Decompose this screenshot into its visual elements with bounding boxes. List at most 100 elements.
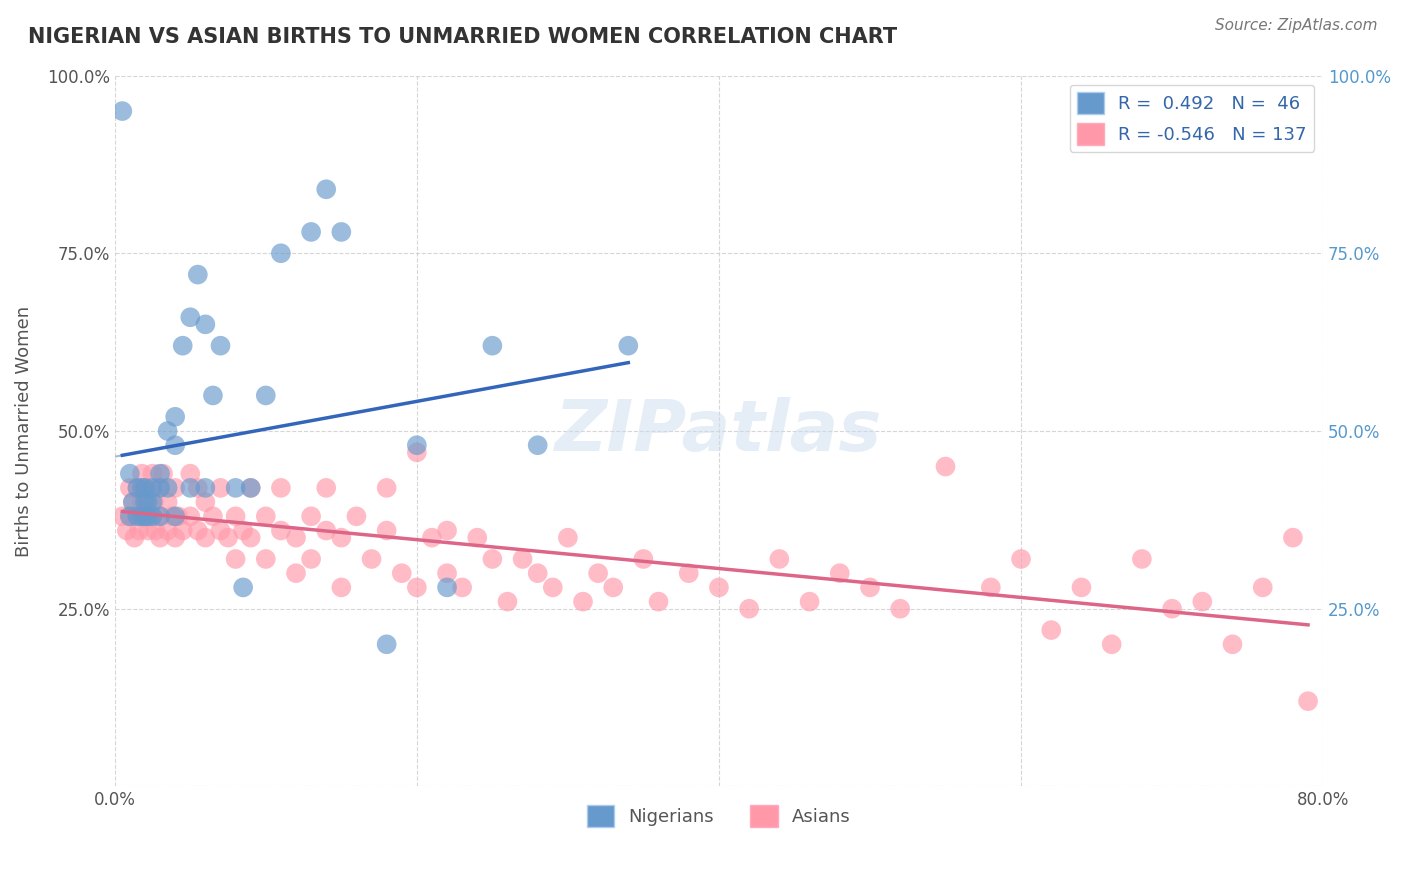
Point bbox=[980, 581, 1002, 595]
Point bbox=[149, 531, 172, 545]
Point bbox=[330, 531, 353, 545]
Point bbox=[149, 467, 172, 481]
Point bbox=[465, 531, 488, 545]
Point bbox=[149, 481, 172, 495]
Point bbox=[149, 481, 172, 495]
Point bbox=[122, 495, 145, 509]
Point bbox=[1040, 623, 1063, 637]
Point bbox=[131, 509, 153, 524]
Point bbox=[285, 531, 308, 545]
Point bbox=[131, 495, 153, 509]
Point bbox=[526, 438, 548, 452]
Point bbox=[436, 566, 458, 581]
Point bbox=[141, 481, 163, 495]
Point bbox=[481, 552, 503, 566]
Point bbox=[139, 481, 162, 495]
Point bbox=[145, 524, 167, 538]
Point bbox=[828, 566, 851, 581]
Point bbox=[128, 524, 150, 538]
Text: ZIPatlas: ZIPatlas bbox=[555, 397, 883, 466]
Point bbox=[149, 509, 172, 524]
Point bbox=[209, 481, 232, 495]
Point bbox=[1191, 594, 1213, 608]
Point bbox=[141, 467, 163, 481]
Point bbox=[934, 459, 956, 474]
Point bbox=[179, 481, 201, 495]
Point bbox=[299, 509, 322, 524]
Point bbox=[131, 467, 153, 481]
Point bbox=[270, 246, 292, 260]
Point bbox=[127, 481, 149, 495]
Point bbox=[124, 531, 146, 545]
Point bbox=[738, 601, 761, 615]
Point bbox=[156, 495, 179, 509]
Point bbox=[225, 481, 247, 495]
Point bbox=[602, 581, 624, 595]
Text: Source: ZipAtlas.com: Source: ZipAtlas.com bbox=[1215, 18, 1378, 33]
Point bbox=[118, 509, 141, 524]
Point bbox=[270, 481, 292, 495]
Point bbox=[586, 566, 609, 581]
Point bbox=[165, 509, 187, 524]
Point bbox=[315, 524, 337, 538]
Point bbox=[391, 566, 413, 581]
Point bbox=[617, 339, 640, 353]
Point bbox=[141, 509, 163, 524]
Point bbox=[1222, 637, 1244, 651]
Point bbox=[496, 594, 519, 608]
Point bbox=[512, 552, 534, 566]
Point bbox=[239, 481, 262, 495]
Point bbox=[111, 104, 134, 119]
Point bbox=[156, 481, 179, 495]
Point bbox=[165, 409, 187, 424]
Point bbox=[557, 531, 579, 545]
Point bbox=[179, 509, 201, 524]
Point bbox=[375, 637, 398, 651]
Point bbox=[172, 339, 194, 353]
Point bbox=[1070, 581, 1092, 595]
Point bbox=[136, 524, 159, 538]
Point bbox=[1101, 637, 1123, 651]
Point bbox=[436, 524, 458, 538]
Point bbox=[1010, 552, 1032, 566]
Point bbox=[201, 388, 224, 402]
Point bbox=[165, 531, 187, 545]
Point bbox=[135, 495, 157, 509]
Point bbox=[118, 481, 141, 495]
Point bbox=[132, 509, 155, 524]
Point bbox=[1296, 694, 1319, 708]
Point bbox=[239, 481, 262, 495]
Point bbox=[541, 581, 564, 595]
Point bbox=[481, 339, 503, 353]
Point bbox=[118, 467, 141, 481]
Point bbox=[194, 495, 217, 509]
Point bbox=[172, 524, 194, 538]
Point bbox=[143, 495, 166, 509]
Point bbox=[217, 531, 239, 545]
Point bbox=[194, 318, 217, 332]
Point bbox=[526, 566, 548, 581]
Point bbox=[360, 552, 382, 566]
Point bbox=[859, 581, 882, 595]
Point bbox=[768, 552, 790, 566]
Legend: Nigerians, Asians: Nigerians, Asians bbox=[579, 797, 858, 834]
Point bbox=[375, 481, 398, 495]
Point bbox=[138, 509, 160, 524]
Point bbox=[122, 495, 145, 509]
Point bbox=[131, 481, 153, 495]
Point bbox=[127, 481, 149, 495]
Point bbox=[572, 594, 595, 608]
Point bbox=[1161, 601, 1184, 615]
Point bbox=[134, 495, 156, 509]
Point bbox=[167, 509, 190, 524]
Point bbox=[115, 524, 138, 538]
Point bbox=[254, 509, 277, 524]
Point bbox=[239, 531, 262, 545]
Point bbox=[1282, 531, 1305, 545]
Point bbox=[436, 581, 458, 595]
Point bbox=[299, 552, 322, 566]
Point bbox=[179, 467, 201, 481]
Point bbox=[194, 531, 217, 545]
Point bbox=[299, 225, 322, 239]
Point bbox=[134, 481, 156, 495]
